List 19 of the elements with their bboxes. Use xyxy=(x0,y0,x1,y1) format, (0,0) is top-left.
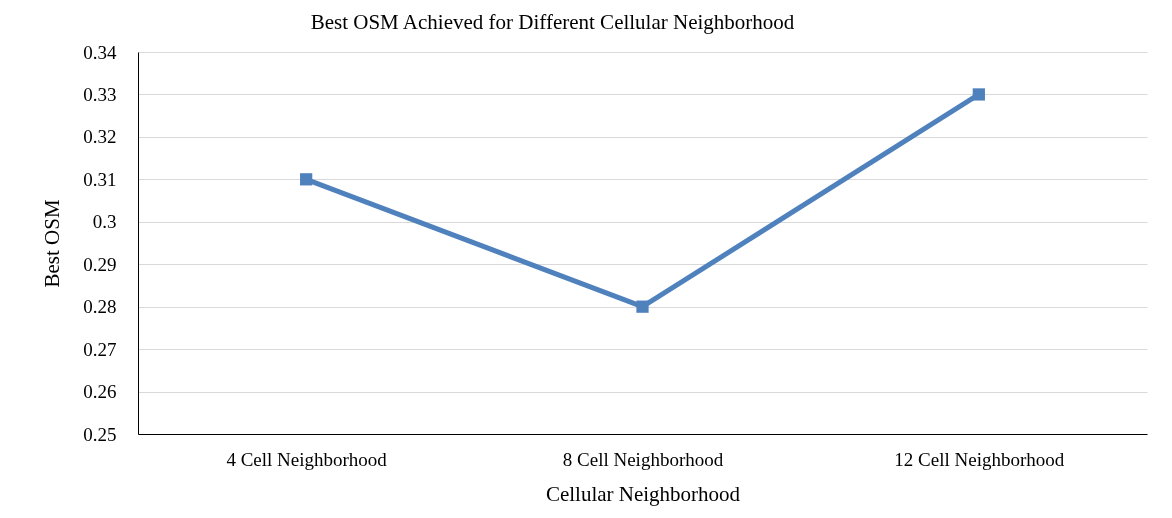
x-axis-title: Cellular Neighborhood xyxy=(545,481,741,506)
x-tick-label: 8 Cell Neighborhood xyxy=(562,448,724,470)
y-axis-title: Best OSM xyxy=(40,199,65,288)
x-tick-label: 4 Cell Neighborhood xyxy=(226,448,388,470)
point xyxy=(636,300,649,313)
y-tick-label: 0.26 xyxy=(83,381,117,403)
y-tick-label: 0.28 xyxy=(83,296,117,318)
point xyxy=(972,88,985,101)
point xyxy=(300,173,313,186)
y-tick-label: 0.25 xyxy=(83,423,117,445)
x-tick-label: 12 Cell Neighborhood xyxy=(894,448,1065,470)
y-tick-label: 0.27 xyxy=(83,338,117,360)
chart-title: Best OSM Achieved for Different Cellular Neighborhood xyxy=(310,10,795,34)
y-tick-label: 0.3 xyxy=(92,211,117,233)
y-tick-label: 0.32 xyxy=(83,126,117,148)
y-tick-label: 0.34 xyxy=(83,41,117,63)
y-tick-label: 0.31 xyxy=(83,168,117,190)
y-tick-label: 0.33 xyxy=(83,83,117,105)
y-tick-label: 0.29 xyxy=(83,253,117,275)
